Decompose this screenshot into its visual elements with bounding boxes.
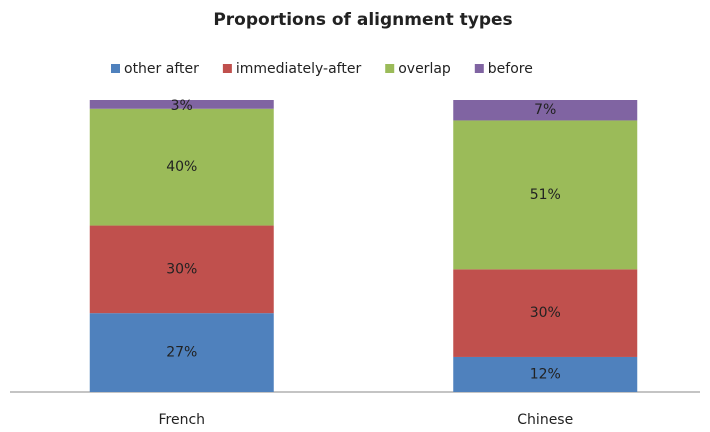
bar-segment	[453, 269, 638, 357]
data-label: 51%	[530, 187, 561, 203]
data-label: 7%	[534, 102, 556, 118]
legend-swatch	[474, 64, 484, 73]
data-label: 12%	[530, 366, 561, 382]
data-label: 27%	[166, 345, 197, 361]
bar-segment	[89, 225, 274, 314]
legend-label: immediately-after	[236, 61, 362, 77]
bar-segment	[89, 108, 274, 226]
legend-swatch	[222, 64, 232, 73]
legend-label: before	[488, 61, 533, 77]
bar-segment	[89, 100, 274, 109]
bar-segment	[89, 313, 274, 392]
legend-label: other after	[124, 61, 199, 77]
legend-label: overlap	[398, 61, 451, 77]
data-label: 3%	[171, 98, 193, 114]
data-label: 40%	[166, 159, 197, 175]
x-tick-label: Chinese	[517, 412, 573, 428]
legend-swatch	[111, 64, 120, 73]
chart-title: Proportions of alignment types	[213, 10, 512, 30]
data-label: 30%	[166, 261, 197, 277]
bar-segment	[453, 100, 638, 121]
bar-segment	[453, 120, 638, 270]
data-label: 30%	[530, 305, 561, 321]
legend-swatch	[385, 64, 395, 73]
x-tick-label: French	[158, 412, 205, 428]
bar-segment	[453, 356, 638, 392]
